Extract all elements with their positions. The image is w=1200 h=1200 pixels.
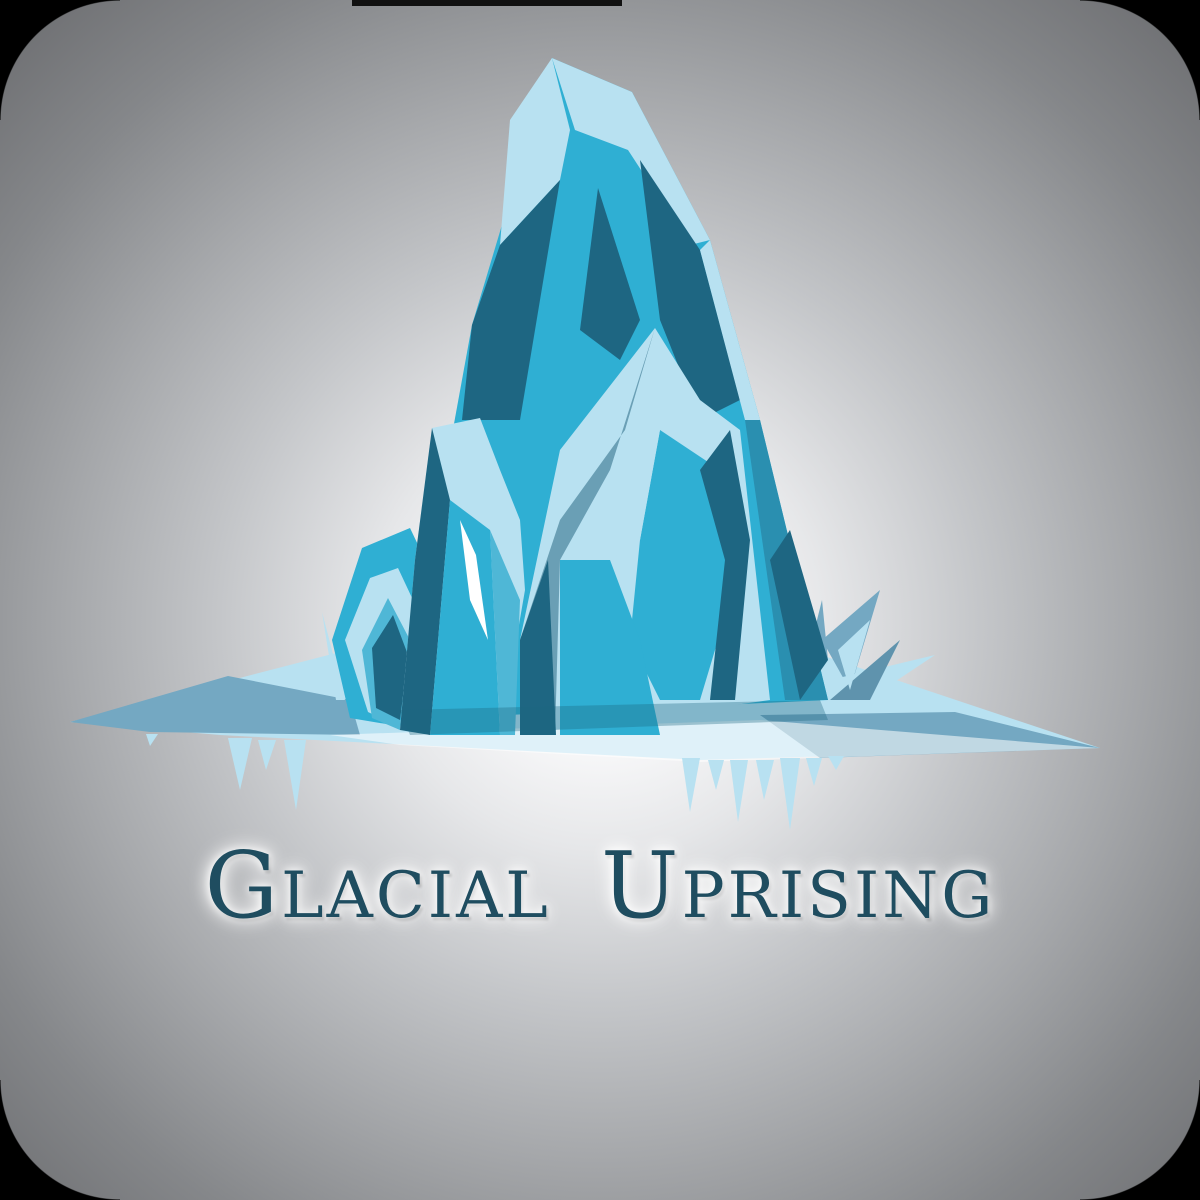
mid-crystal-left <box>400 418 525 735</box>
corner-mask-bottom-right <box>1080 1080 1200 1200</box>
top-edge-bar <box>352 0 622 6</box>
logo-title: Glacial Uprising <box>204 831 996 939</box>
corner-mask-top-right <box>1080 0 1200 120</box>
front-crystal <box>520 328 770 735</box>
corner-mask-bottom-left <box>0 1080 120 1200</box>
small-crystal <box>332 528 430 730</box>
peak-base <box>400 700 828 735</box>
iceberg-icon <box>70 58 1100 830</box>
icicles <box>146 734 844 830</box>
